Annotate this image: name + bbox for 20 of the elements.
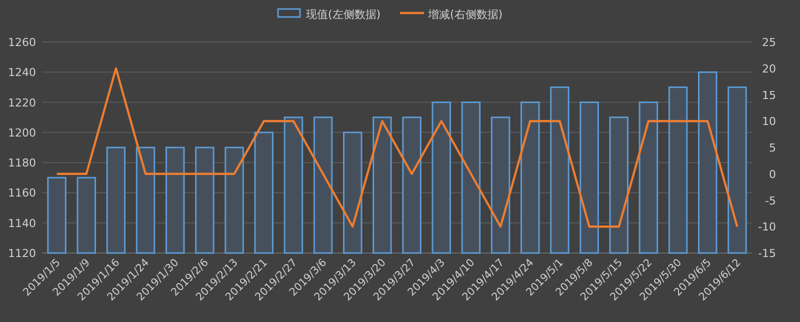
y-tick-label: 1240 — [8, 66, 36, 80]
y2-tick-label: 20 — [762, 62, 776, 76]
legend-label: 现值(左侧数据) — [306, 8, 381, 21]
y-tick-label: 1120 — [8, 247, 36, 260]
y-tick-label: 1180 — [8, 156, 36, 170]
y2-tick-label: -5 — [765, 194, 776, 208]
line-series — [56, 67, 738, 228]
y2-tick-label: 25 — [762, 36, 776, 49]
y-tick-label: 1140 — [8, 216, 36, 230]
y2-tick-label: 10 — [762, 115, 776, 128]
y2-tick-label: -15 — [758, 247, 776, 260]
legend-label: 增减(右侧数据) — [427, 8, 503, 21]
y-tick-label: 1160 — [8, 186, 36, 200]
y-tick-label: 1220 — [8, 96, 36, 110]
y-tick-label: 1260 — [8, 36, 36, 49]
y2-tick-label: 5 — [769, 142, 776, 154]
y2-tick-label: 0 — [769, 168, 776, 181]
y2-tick-label: 15 — [762, 88, 776, 102]
y-tick-label: 1200 — [8, 126, 36, 140]
y2-tick-label: -10 — [758, 220, 776, 234]
